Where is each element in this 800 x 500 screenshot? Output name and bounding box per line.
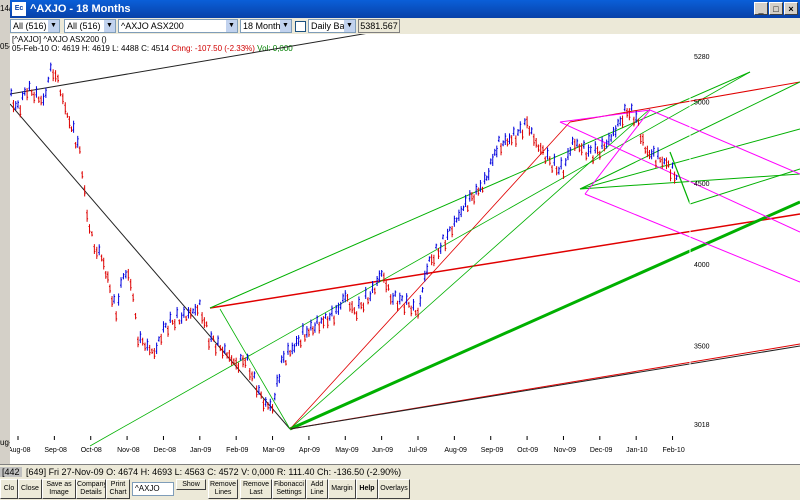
y-tick-label: 4000 [694, 262, 710, 269]
security-select[interactable]: ^AXJO ASX200 ▼ [118, 19, 238, 33]
remove-last-button[interactable]: Remove Last [240, 479, 272, 499]
x-tick-label: Nov-08 [117, 447, 140, 454]
x-tick-label: Sep-08 [44, 447, 67, 454]
green-fan-line [289, 108, 651, 430]
add-line-button[interactable]: Add Line [306, 479, 328, 499]
fib-fan-line [289, 121, 571, 430]
left-strip-top: 14/1 [0, 4, 10, 13]
bar-type-value: Daily Bars [311, 21, 353, 31]
info-high: H: 4619 [81, 44, 110, 53]
remove-lines-button[interactable]: Remove Lines [208, 479, 238, 499]
x-tick-label: Mar-09 [263, 447, 285, 454]
bottom-bar: Clo Close Save as Image Company Details … [0, 478, 800, 500]
green-trendline [289, 200, 800, 431]
close-icon[interactable]: × [784, 2, 798, 15]
trendline [10, 34, 366, 95]
magenta-channel-line [584, 193, 800, 283]
overlays-button[interactable]: Overlays [378, 479, 410, 499]
save-image-button[interactable]: Save as Image [42, 479, 76, 499]
period-checkbox[interactable] [295, 21, 306, 32]
x-tick-label: Nov-09 [553, 447, 576, 454]
minimize-icon[interactable]: _ [754, 2, 768, 15]
x-tick-label: Dec-09 [590, 447, 613, 454]
period-value: 18 Months [243, 21, 286, 31]
symbol-line: [^AXJO] ^AXJO ASX200 () [12, 35, 107, 44]
x-tick-label: Feb-09 [226, 447, 248, 454]
price-readout: 5381.567 [358, 19, 400, 33]
y-tick-label: 3018 [694, 422, 710, 429]
list-a-value: All (516) [13, 21, 47, 31]
connector-line [219, 308, 291, 430]
print-chart-button[interactable]: Print Chart [106, 479, 130, 499]
list-b-select[interactable]: All (516) ▼ [64, 19, 116, 33]
app-icon: Ec [12, 2, 26, 16]
title-bar: Ec ^AXJO - 18 Months _ □ × [10, 0, 800, 18]
info-close: C: 4514 [141, 44, 170, 53]
close-button[interactable]: Close [18, 479, 42, 499]
dropdown-arrow-icon[interactable]: ▼ [226, 20, 237, 32]
window-title: ^AXJO - 18 Months [30, 3, 131, 15]
fibonacci-settings-button[interactable]: Fibonacci Settings [272, 479, 306, 499]
security-value: ^AXJO ASX200 [121, 21, 184, 31]
y-tick-label: 5280 [694, 54, 710, 61]
info-low: L: 4488 [112, 44, 139, 53]
bar-type-select[interactable]: Daily Bars ▼ [308, 19, 356, 33]
search-input[interactable]: ^AXJO [132, 482, 174, 496]
info-change: Chng: -107.50 (-2.33%) [171, 44, 255, 53]
x-tick-label: May-09 [335, 447, 358, 454]
show-button[interactable]: Show [176, 479, 206, 490]
dropdown-arrow-icon[interactable]: ▼ [48, 20, 59, 32]
x-tick-label: Feb-10 [663, 447, 685, 454]
x-tick-label: Jan-10 [626, 447, 648, 454]
status-left: [442 [0, 467, 22, 477]
toolbar: All (516) ▼ All (516) ▼ ^AXJO ASX200 ▼ 18 M… [10, 18, 800, 34]
maximize-icon[interactable]: □ [769, 2, 783, 15]
x-tick-label: Oct-09 [517, 447, 538, 454]
x-tick-label: Jan-09 [190, 447, 212, 454]
status-line: [649] Fri 27-Nov-09 O: 4674 H: 4693 L: 4… [26, 467, 402, 477]
company-details-button[interactable]: Company Details [76, 479, 106, 499]
magenta-channel-line [649, 109, 800, 175]
margin-button[interactable]: Margin [328, 479, 356, 499]
channel-line [289, 345, 800, 430]
left-strip-bottom: ug- [0, 438, 11, 447]
x-tick-label: Aug-09 [444, 447, 467, 454]
connector-line [669, 151, 691, 205]
x-tick-label: Jul-09 [408, 447, 427, 454]
list-a-select[interactable]: All (516) ▼ [10, 19, 60, 33]
help-button[interactable]: Help [356, 479, 378, 499]
y-tick-label: 3500 [694, 344, 710, 351]
red-trendline [209, 213, 800, 309]
left-strip-mid: 05-F [0, 42, 10, 51]
chart-area[interactable]: [^AXJO] ^AXJO ASX200 () 05-Feb-10 O: 461… [10, 34, 800, 464]
magenta-channel-line [559, 109, 651, 123]
x-tick-label: Sep-09 [481, 447, 504, 454]
dropdown-arrow-icon[interactable]: ▼ [280, 20, 291, 32]
info-open: O: 4619 [51, 44, 80, 53]
price-chart[interactable]: 5280 5000 4500 4000 3500 3018 Aug-08 Sep-08 Oct… [10, 34, 800, 464]
x-tick-label: Jun-09 [372, 447, 394, 454]
x-tick-label: Apr-09 [299, 447, 320, 454]
info-date: 05-Feb-10 [12, 44, 49, 53]
x-tick-label: Aug-08 [10, 447, 31, 454]
x-tick-label: Dec-08 [153, 447, 176, 454]
list-b-value: All (516) [67, 21, 101, 31]
status-bar: [442 [649] Fri 27-Nov-09 O: 4674 H: 4693… [0, 464, 800, 479]
x-tick-label: Oct-08 [81, 447, 102, 454]
green-fan-line [89, 71, 751, 447]
dropdown-arrow-icon[interactable]: ▼ [104, 20, 115, 32]
y-tick-label: 5000 [694, 100, 710, 107]
close-partial-button[interactable]: Clo [0, 479, 18, 499]
dropdown-arrow-icon[interactable]: ▼ [344, 20, 355, 32]
period-select[interactable]: 18 Months ▼ [240, 19, 292, 33]
y-tick-label: 4500 [694, 181, 710, 188]
trendline [10, 103, 291, 430]
